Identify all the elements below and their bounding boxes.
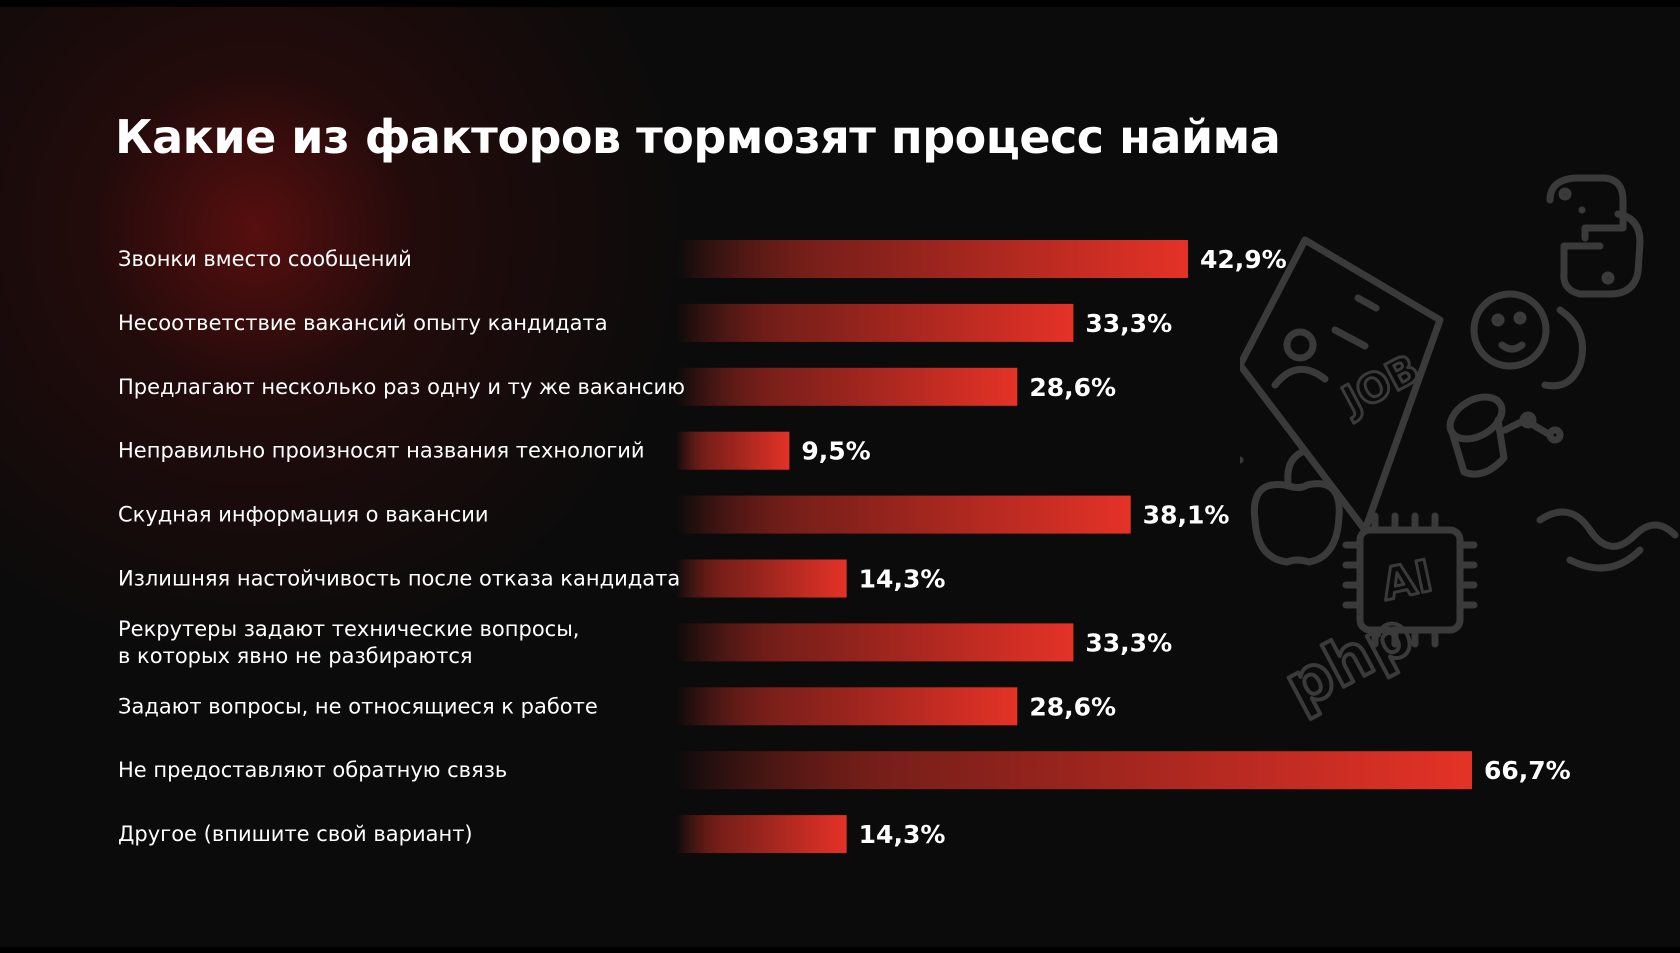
- data-label: 38,1%: [1143, 501, 1230, 530]
- bar: [676, 687, 1018, 726]
- category-label-line: Не предоставляют обратную связь: [118, 758, 507, 782]
- category-label: Звонки вместо сообщений: [118, 247, 412, 271]
- data-label: 28,6%: [1029, 373, 1116, 402]
- squiggle-icon: [1566, 546, 1644, 572]
- doodle-decoration: JOB: [1240, 174, 1679, 725]
- category-label-line: Задают вопросы, не относящиеся к работе: [118, 694, 598, 718]
- category-label-line: Скудная информация о вакансии: [118, 503, 489, 527]
- data-label: 33,3%: [1085, 628, 1172, 657]
- ai-text: AI: [1377, 551, 1437, 611]
- bar: [676, 751, 1472, 790]
- bar: [676, 367, 1018, 406]
- data-label: 14,3%: [859, 565, 946, 594]
- category-label: Неправильно произносят названия технолог…: [118, 439, 645, 463]
- bar: [676, 303, 1074, 342]
- bar: [676, 815, 847, 854]
- category-label: Не предоставляют обратную связь: [118, 758, 507, 782]
- chart-title: Какие из факторов тормозят процесс найма: [115, 110, 1281, 164]
- category-label: Излишняя настойчивость после отказа канд…: [118, 567, 680, 591]
- bar: [676, 431, 790, 470]
- category-label-line: Другое (впишите свой вариант): [118, 822, 473, 846]
- data-label: 42,9%: [1200, 245, 1287, 274]
- bar: [676, 240, 1188, 278]
- category-label-line: в которых явно не разбираются: [118, 644, 473, 668]
- emoji-face-icon: [1470, 290, 1586, 390]
- bar: [676, 559, 847, 598]
- data-label: 28,6%: [1029, 692, 1116, 721]
- data-label: 33,3%: [1085, 309, 1172, 338]
- category-label-line: Несоответствие вакансий опыту кандидата: [118, 311, 608, 335]
- category-label-line: Неправильно произносят названия технолог…: [118, 439, 645, 463]
- category-label: Скудная информация о вакансии: [118, 503, 489, 527]
- top-border: [0, 0, 1680, 7]
- ai-chip-icon: AI: [1342, 512, 1478, 648]
- data-label: 66,7%: [1484, 756, 1571, 785]
- category-label-line: Предлагают несколько раз одну и ту же ва…: [118, 375, 685, 399]
- category-label-line: Звонки вместо сообщений: [118, 247, 412, 271]
- category-label-line: Излишняя настойчивость после отказа канд…: [118, 567, 680, 591]
- data-label: 14,3%: [859, 820, 946, 849]
- bottom-border: [0, 947, 1680, 953]
- category-label: Другое (впишите свой вариант): [118, 822, 473, 846]
- category-label: Задают вопросы, не относящиеся к работе: [118, 694, 598, 718]
- category-label: Несоответствие вакансий опыту кандидата: [118, 311, 608, 335]
- data-label: 9,5%: [801, 437, 870, 466]
- squiggle-icon: [1536, 508, 1679, 550]
- category-label: Предлагают несколько раз одну и ту же ва…: [118, 375, 685, 399]
- category-label: Рекрутеры задают технические вопросы, в к…: [118, 617, 579, 668]
- category-label-line: Рекрутеры задают технические вопросы,: [118, 617, 579, 641]
- bars-layer: 42,9% Звонки вместо сообщений 33,3% Несоотв…: [118, 240, 1571, 854]
- database-icon: [1446, 393, 1564, 478]
- bar: [676, 623, 1074, 662]
- python-logo-icon: [1546, 174, 1644, 298]
- apple-logo-icon: [1240, 448, 1343, 566]
- bar: [676, 495, 1131, 534]
